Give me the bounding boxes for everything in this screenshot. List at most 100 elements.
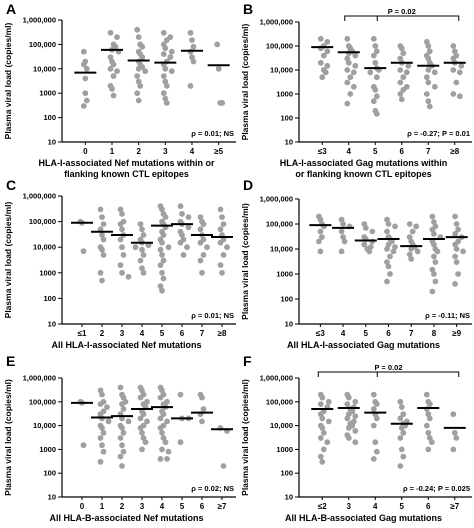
data-point	[139, 246, 145, 253]
data-point	[99, 391, 105, 398]
data-point	[400, 429, 407, 436]
data-point	[373, 415, 380, 422]
significance-bracket	[317, 371, 460, 377]
data-point	[322, 69, 329, 76]
x-tick-label: 5	[160, 329, 165, 338]
stat-text: ρ = 0.01; NS	[191, 311, 234, 320]
data-point	[369, 228, 376, 235]
x-tick-label: 3	[120, 329, 125, 338]
stat-text: ρ = -0.24; P = 0.025	[403, 484, 470, 493]
data-point	[220, 221, 227, 228]
data-point	[409, 228, 416, 235]
data-point	[317, 248, 324, 255]
data-point	[125, 273, 132, 280]
data-point	[450, 411, 457, 418]
data-point	[190, 58, 197, 65]
data-point	[316, 238, 322, 245]
data-point	[429, 226, 436, 233]
data-point	[373, 401, 380, 407]
data-point	[199, 269, 205, 276]
data-point	[397, 398, 404, 405]
data-point	[456, 69, 463, 76]
data-point	[319, 234, 325, 241]
data-point	[431, 83, 438, 90]
data-point	[345, 59, 352, 66]
x-axis-label: flanking known CTL epitopes	[64, 169, 189, 179]
data-point	[397, 415, 404, 422]
data-point	[97, 458, 104, 465]
x-tick-label: 5	[400, 502, 405, 511]
data-point	[204, 244, 210, 251]
data-point	[97, 226, 104, 233]
y-tick-label: 10	[285, 493, 293, 502]
data-point	[385, 241, 392, 248]
x-tick-label: 6	[180, 329, 185, 338]
data-point	[370, 391, 377, 398]
y-tick-label: 10,000	[33, 421, 56, 430]
x-tick-label: 5	[364, 329, 369, 338]
data-point	[217, 239, 224, 246]
data-point	[352, 398, 359, 405]
x-tick-label: 2	[120, 502, 125, 511]
data-point	[452, 241, 458, 248]
y-axis-label: Plasma viral load (copies/ml)	[240, 379, 250, 496]
x-tick-label: 4	[347, 147, 352, 156]
data-point	[425, 43, 432, 49]
data-point	[387, 271, 393, 277]
x-tick-label: ≥7	[450, 502, 459, 511]
data-point	[406, 234, 413, 241]
data-point	[319, 74, 326, 81]
data-point	[97, 269, 104, 276]
x-tick-label: 3	[140, 502, 145, 511]
data-point	[137, 221, 144, 228]
data-point	[139, 429, 145, 436]
data-point	[200, 252, 207, 258]
data-point	[385, 263, 392, 270]
data-point	[425, 98, 432, 105]
x-axis-label: All HLA-I-associated Gag mutations	[287, 340, 440, 350]
y-tick-label: 100,000	[29, 40, 56, 49]
x-tick-label: 4	[160, 502, 165, 511]
data-point	[325, 398, 332, 405]
data-point	[145, 242, 152, 249]
data-point	[120, 448, 127, 455]
y-tick-label: 100	[280, 114, 293, 123]
y-tick-label: 1000	[39, 445, 56, 454]
data-point	[140, 411, 147, 418]
x-axis-label: HLA-I-associated Nef mutations within or	[38, 158, 215, 168]
data-point	[117, 221, 124, 228]
data-point	[426, 103, 433, 110]
data-point	[82, 75, 89, 82]
x-tick-label: 7	[409, 329, 414, 338]
data-point	[157, 425, 164, 431]
data-point	[453, 259, 460, 265]
panel-label: A	[6, 1, 16, 17]
data-point	[80, 248, 87, 255]
y-tick-label: 100	[280, 469, 293, 478]
x-tick-label: ≤1	[78, 329, 87, 338]
data-point	[197, 226, 204, 233]
stat-text: ρ = -0.11; NS	[425, 311, 470, 320]
data-point	[398, 446, 405, 453]
panel-label: F	[243, 353, 252, 369]
data-point	[452, 231, 458, 237]
data-point	[317, 35, 324, 42]
data-point	[450, 91, 457, 97]
data-point	[104, 404, 110, 410]
data-point	[431, 241, 437, 248]
x-tick-label: 4	[190, 147, 195, 156]
y-tick-label: 1,000,000	[260, 18, 293, 27]
data-point	[352, 52, 359, 59]
data-point	[400, 411, 407, 418]
data-point	[431, 253, 437, 260]
stat-text: ρ = 0.02; NS	[191, 484, 234, 493]
data-point	[352, 413, 359, 419]
data-point	[200, 406, 207, 412]
data-point	[97, 435, 104, 441]
data-point	[80, 442, 87, 449]
data-point	[431, 271, 437, 277]
data-point	[384, 216, 390, 223]
data-point	[160, 29, 167, 36]
data-point	[400, 74, 407, 81]
data-point	[117, 236, 124, 243]
